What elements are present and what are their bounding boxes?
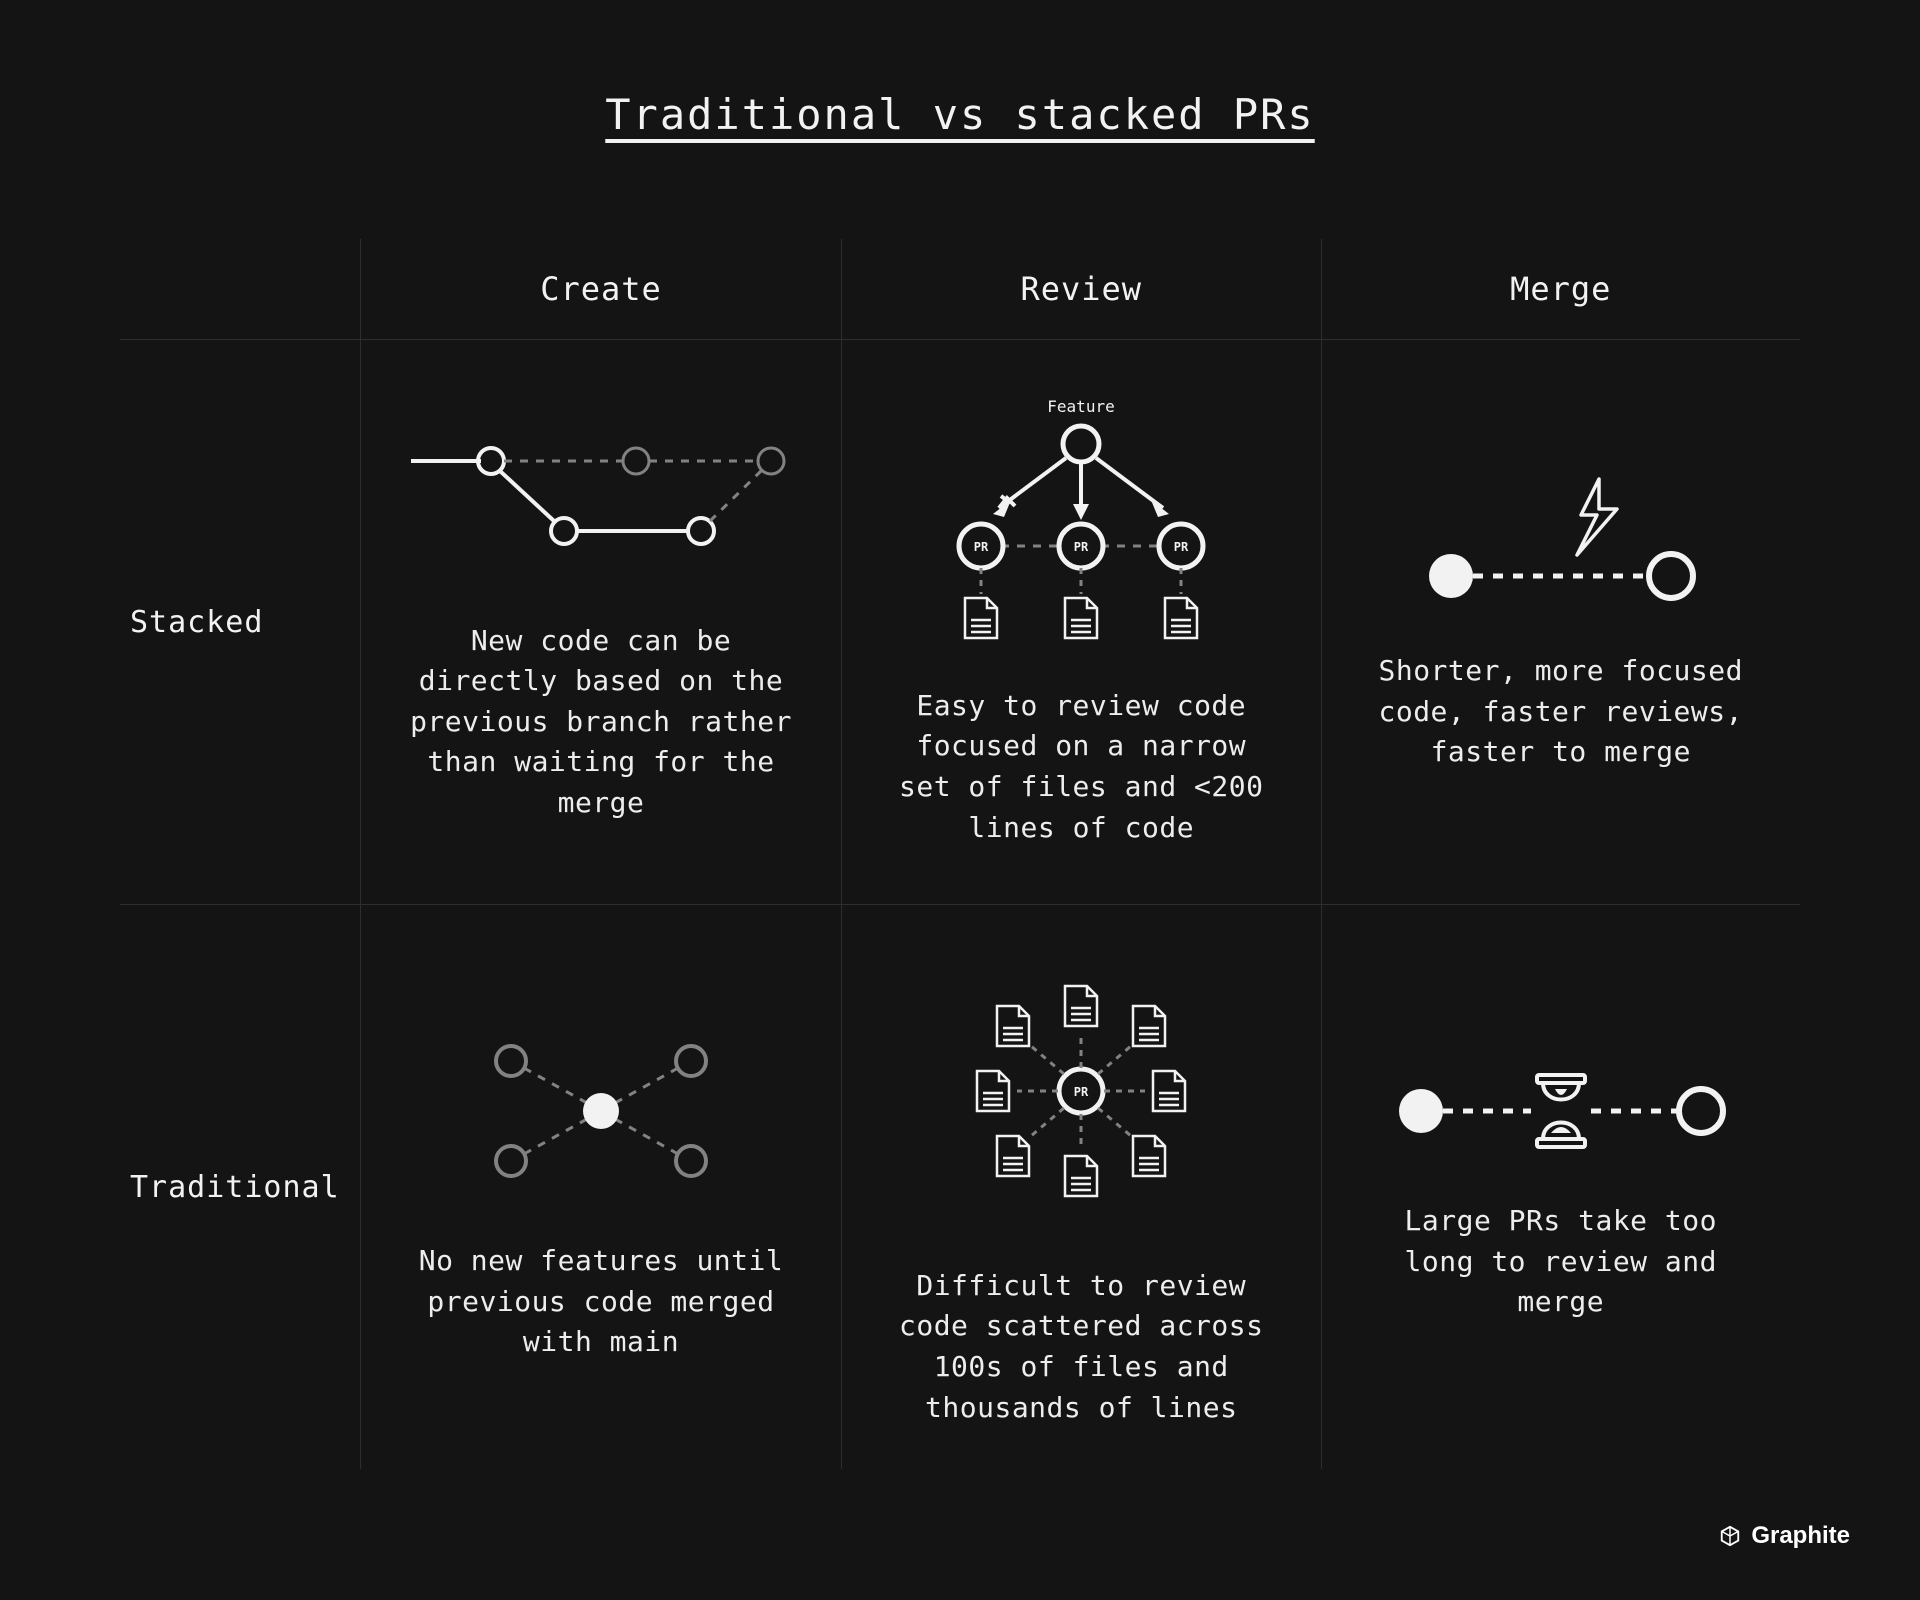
col-head-review: Review [841,239,1321,339]
text-stacked-review: Easy to review code focused on a narrow … [882,686,1281,848]
diagram-stacked-create [401,421,801,591]
row-head-stacked: Stacked [120,339,360,904]
diagram-stacked-merge [1362,471,1761,621]
svg-text:PR: PR [974,540,989,554]
comparison-grid: Create Review Merge Stacked [120,239,1800,1469]
svg-text:PR: PR [1174,540,1189,554]
cell-traditional-review: PR [841,904,1321,1469]
diagram-traditional-merge [1362,1051,1761,1171]
svg-text:PR: PR [1074,540,1089,554]
diagram-traditional-review: PR [882,946,1281,1236]
svg-text:PR: PR [1074,1085,1089,1099]
page-title: Traditional vs stacked PRs [120,90,1800,139]
row-head-traditional: Traditional [120,904,360,1469]
cell-traditional-create: No new features until previous code merg… [360,904,841,1469]
cell-traditional-merge: Large PRs take too long to review and me… [1321,904,1801,1469]
file-icon [965,598,1197,638]
col-head-merge: Merge [1321,239,1801,339]
lightning-icon [1577,479,1617,555]
cell-stacked-merge: Shorter, more focused code, faster revie… [1321,339,1801,904]
text-traditional-review: Difficult to review code scattered acros… [882,1266,1281,1428]
diagram-traditional-create [401,1011,801,1211]
text-traditional-merge: Large PRs take too long to review and me… [1362,1201,1761,1323]
cell-stacked-create: New code can be directly based on the pr… [360,339,841,904]
brand-graphite: Graphite [1719,1522,1850,1550]
text-stacked-create: New code can be directly based on the pr… [401,621,801,824]
brand-label: Graphite [1751,1522,1850,1550]
text-stacked-merge: Shorter, more focused code, faster revie… [1362,651,1761,773]
diagram-stacked-review: Feature [882,396,1281,656]
graphite-logo-icon [1719,1525,1741,1547]
cell-stacked-review: Feature [841,339,1321,904]
text-traditional-create: No new features until previous code merg… [401,1241,801,1363]
feature-label: Feature [1048,397,1115,416]
hourglass-icon [1537,1075,1585,1147]
col-head-create: Create [360,239,841,339]
